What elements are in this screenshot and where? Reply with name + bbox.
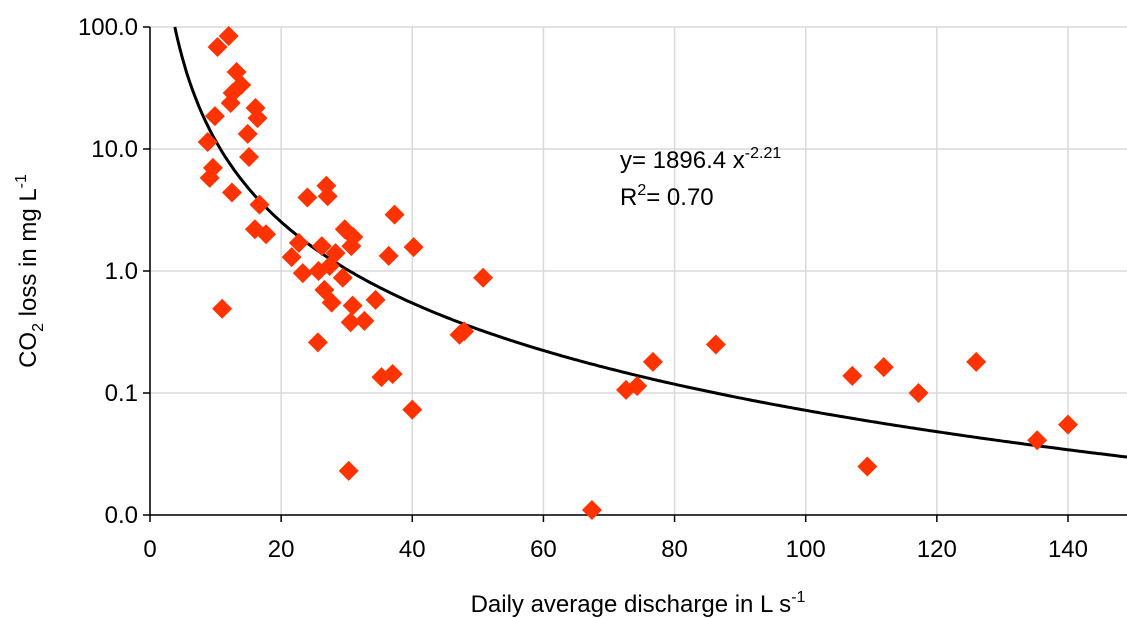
data-point [627,376,648,397]
data-point [705,334,726,355]
data-point [256,224,277,245]
x-tick-label: 120 [917,536,957,563]
data-point [237,123,258,144]
data-point [402,399,423,420]
data-point [199,167,220,188]
data-point [473,267,494,288]
data-point [873,357,894,378]
data-point [342,295,363,316]
data-point [221,182,242,203]
data-point [1027,430,1048,451]
x-tick-label: 140 [1048,536,1088,563]
data-point [212,298,233,319]
data-point [325,243,346,264]
data-point [384,204,405,225]
fit-r2: R2= 0.70 [620,182,714,211]
data-point [220,93,241,114]
data-point [239,146,260,167]
data-point [454,321,475,342]
y-tick-label: 0.0 [105,502,138,529]
data-point [857,456,878,477]
axis-label-sup: -1 [791,589,805,606]
data-point [354,310,375,331]
y-axis-label: CO2 loss in mg L-1 [13,174,47,368]
data-point [966,351,987,372]
x-axis-label: Daily average discharge in L s-1 [471,589,806,618]
data-point [1057,414,1078,435]
data-point [218,25,239,46]
data-point [341,236,362,257]
y-tick-label: 0.1 [105,380,138,407]
annotation-text: R [620,184,637,211]
x-tick-label: 60 [530,536,557,563]
data-point [307,332,328,353]
data-point [281,247,302,268]
x-tick-label: 0 [143,536,156,563]
data-point [382,364,403,385]
data-point [249,194,270,215]
annotation-text: = 0.70 [646,184,713,211]
x-tick-label: 100 [786,536,826,563]
annotation-text: y= 1896.4 x [620,147,745,174]
axis-label-text: loss in mg L [15,188,42,323]
data-point [297,187,318,208]
data-point [340,312,361,333]
data-point [308,261,329,281]
data-point [378,245,399,266]
y-tick-label: 1.0 [105,258,138,285]
data-point [321,292,342,313]
data-point [332,267,353,288]
data-point [365,289,386,310]
axis-label-sub: 2 [30,323,47,332]
data-point [842,365,863,386]
data-point [292,263,313,284]
data-point [204,106,225,127]
x-tick-label: 80 [661,536,688,563]
data-point [581,499,602,520]
data-point [338,460,359,481]
x-tick-label: 20 [268,536,295,563]
data-point [311,236,332,257]
axis-label-text: Daily average discharge in L s [471,591,792,618]
data-point [207,36,228,57]
y-tick-label: 100.0 [78,14,138,41]
data-point [908,383,929,403]
data-point [288,232,309,253]
data-point [403,237,424,258]
fit-equation: y= 1896.4 x-2.21 [620,145,781,174]
data-point [247,108,268,129]
data-point [317,186,338,207]
annotation-sup: -2.21 [745,145,782,162]
data-point [197,132,218,153]
axis-label-sup: -1 [13,174,30,188]
x-tick-label: 40 [399,536,426,563]
annotation-sup: 2 [637,182,646,199]
data-point [642,351,663,372]
y-tick-label: 10.0 [91,136,138,163]
axis-label-text: CO [15,332,42,368]
